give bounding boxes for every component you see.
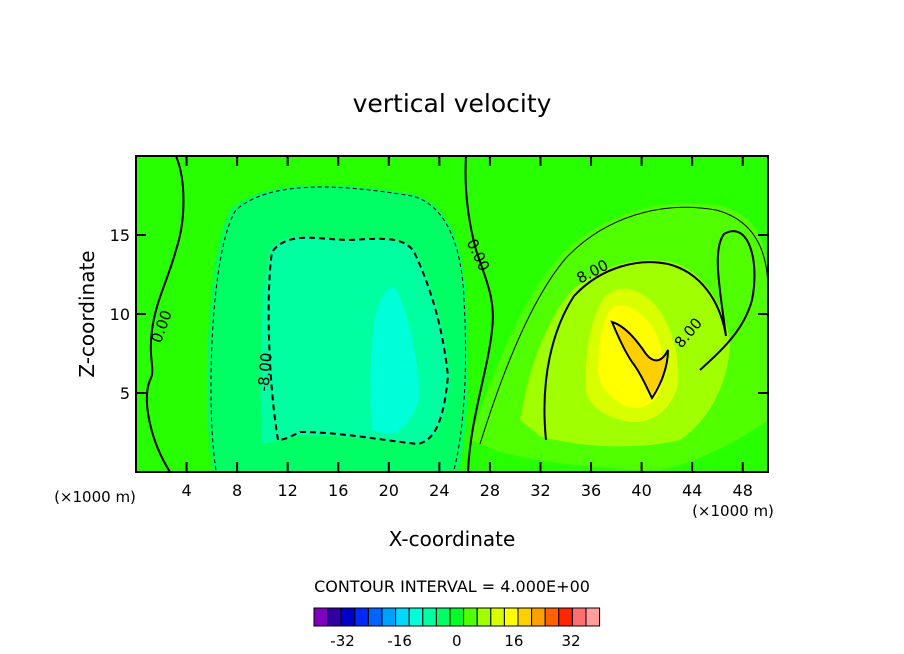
contour-neg4 <box>210 186 467 471</box>
contour-interval-text: CONTOUR INTERVAL = 4.000E+00 <box>314 577 590 596</box>
colorbar-swatch <box>517 607 533 627</box>
y-tick-label: 10 <box>110 305 130 324</box>
colorbar-swatch <box>381 607 397 627</box>
colorbar: -32 -16 0 16 32 <box>313 607 601 650</box>
colorbar-tick-label: 0 <box>452 632 462 650</box>
contour-zero-left <box>145 156 185 472</box>
colorbar-swatch <box>463 607 478 627</box>
colorbar-swatch <box>544 607 560 627</box>
contour-zero-mid <box>464 156 494 472</box>
colorbar-swatch <box>422 607 437 627</box>
colorbar-tick-label: 32 <box>561 632 580 650</box>
contour-pos16 <box>610 320 669 400</box>
x-tick-label: 44 <box>682 481 702 500</box>
contour-pos8 <box>543 230 756 441</box>
x-tick-label: 16 <box>328 481 348 500</box>
x-tick-label: 20 <box>379 481 399 500</box>
contour-label: -8.00 <box>254 352 275 392</box>
contour-fills <box>207 185 768 472</box>
contour-neg8 <box>267 236 450 446</box>
colorbar-swatch <box>449 607 465 627</box>
colorbar-swatch <box>367 607 383 627</box>
colorbar-swatch <box>435 607 451 627</box>
chart-title: vertical velocity <box>353 89 552 118</box>
colorbar-tick-label: -16 <box>387 632 412 650</box>
contour-lines <box>145 156 768 472</box>
colorbar-swatch <box>531 607 546 627</box>
plot-area: 0.000.00-8.008.008.00 4 8 12 16 20 24 28 32 36 40… <box>110 155 769 500</box>
colorbar-swatch <box>585 607 601 627</box>
x-tick-label: 24 <box>429 481 449 500</box>
x-unit-right: (×1000 m) <box>692 502 774 520</box>
x-tick-label: 40 <box>631 481 651 500</box>
band-neg12 <box>370 287 420 435</box>
x-axis-label: X-coordinate <box>389 527 516 551</box>
x-tick-label: 36 <box>581 481 601 500</box>
colorbar-swatch <box>571 607 587 627</box>
colorbar-swatch <box>395 607 410 627</box>
x-tick-label: 8 <box>232 481 242 500</box>
x-tick-label: 28 <box>480 481 500 500</box>
contour-pos4 <box>479 206 768 445</box>
x-tick-label: 4 <box>181 481 191 500</box>
colorbar-swatch <box>490 607 505 627</box>
colorbar-swatch <box>340 607 356 627</box>
band-pos20 <box>616 324 667 394</box>
y-tick-label: 15 <box>110 226 130 245</box>
colorbar-swatch <box>503 607 519 627</box>
colorbar-swatch <box>327 607 342 627</box>
x-tick-label: 32 <box>530 481 550 500</box>
x-tick-label: 48 <box>733 481 753 500</box>
colorbar-swatch <box>558 607 573 627</box>
colorbar-tick-label: 16 <box>504 632 523 650</box>
x-unit-left: (×1000 m) <box>54 488 136 506</box>
colorbar-tick-label: -32 <box>330 632 355 650</box>
colorbar-swatch <box>313 607 329 627</box>
colorbar-swatch <box>476 607 492 627</box>
colorbar-swatch <box>354 607 369 627</box>
y-tick-label: 5 <box>120 384 130 403</box>
colorbar-swatch <box>408 607 424 627</box>
x-tick-label: 12 <box>278 481 298 500</box>
y-axis-label: Z-coordinate <box>75 250 99 377</box>
